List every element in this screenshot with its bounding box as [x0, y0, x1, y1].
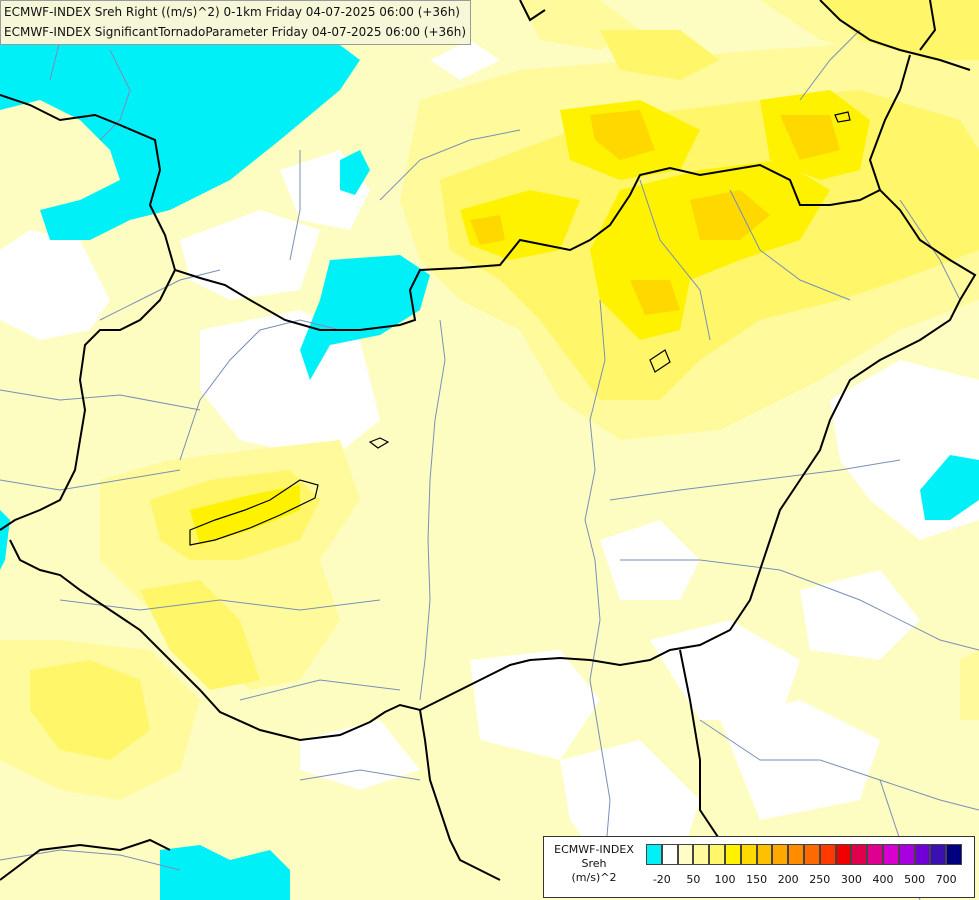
legend-swatch	[661, 844, 678, 865]
legend-tick-label: -20	[652, 873, 671, 886]
legend-swatch	[803, 844, 820, 865]
legend-swatch	[740, 844, 757, 865]
legend-swatch	[756, 844, 773, 865]
map-header: ECMWF-INDEX Sreh Right ((m/s)^2) 0-1km F…	[0, 0, 472, 45]
legend-swatch	[709, 844, 725, 865]
legend-swatches	[646, 844, 962, 866]
legend-tick-label: 250	[809, 873, 831, 886]
legend-tick-label: 100	[714, 873, 736, 886]
legend-swatch	[677, 844, 694, 865]
country-borders	[0, 0, 977, 881]
legend-swatch	[646, 844, 662, 865]
legend-title-param: Sreh	[581, 857, 607, 870]
legend-title-unit: (m/s)^2	[571, 871, 617, 884]
legend-swatch	[819, 844, 836, 865]
legend-swatch	[835, 844, 852, 865]
legend-swatch	[930, 844, 947, 865]
lakes	[189, 111, 851, 546]
legend-tick-label: 700	[935, 873, 957, 886]
legend-swatch	[788, 844, 804, 865]
header-line-sreh: ECMWF-INDEX Sreh Right ((m/s)^2) 0-1km F…	[4, 5, 460, 19]
legend-tick-label: 500	[904, 873, 926, 886]
legend-swatch	[867, 844, 883, 865]
legend-tick-label: 300	[840, 873, 862, 886]
legend-swatch	[946, 844, 962, 865]
legend-tick-label: 150	[746, 873, 768, 886]
legend-tick-label: 50	[686, 873, 701, 886]
legend-title-source: ECMWF-INDEX	[554, 843, 634, 856]
helicity-200-areas	[470, 110, 840, 315]
legend-swatch	[724, 844, 741, 865]
legend-title: ECMWF-INDEX Sreh (m/s)^2	[546, 843, 642, 885]
legend-swatch	[693, 844, 710, 865]
legend-swatch	[851, 844, 868, 865]
legend-swatch	[882, 844, 899, 865]
legend-tick-label: 400	[872, 873, 894, 886]
legend-swatch	[914, 844, 931, 865]
header-line-stp: ECMWF-INDEX SignificantTornadoParameter …	[4, 25, 467, 39]
legend-tick-label: 200	[777, 873, 799, 886]
legend-ticks: -20 50 100 150 200 250 300 400 500 700	[646, 873, 966, 889]
legend-swatch	[898, 844, 915, 865]
color-legend: ECMWF-INDEX Sreh (m/s)^2 -20 50 100 150 200 2…	[543, 836, 975, 898]
legend-swatch	[772, 844, 789, 865]
